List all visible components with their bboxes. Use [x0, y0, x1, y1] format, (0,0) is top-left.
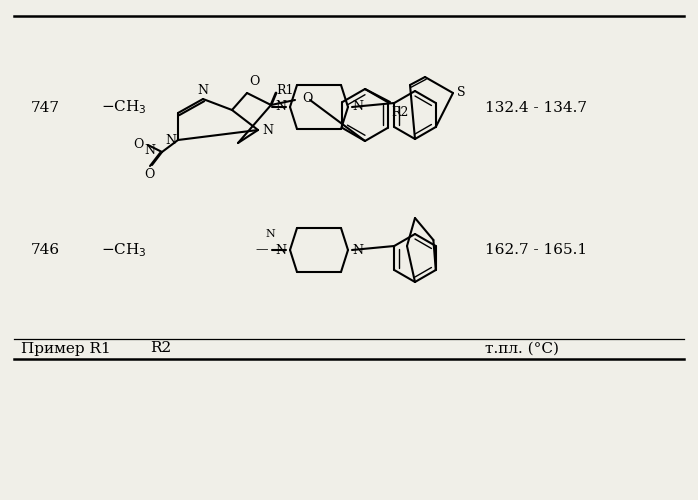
Text: N: N [352, 244, 363, 256]
Text: 747: 747 [31, 100, 60, 114]
Text: O: O [302, 92, 313, 104]
Text: —: — [255, 244, 268, 256]
Text: N: N [165, 134, 176, 146]
Text: O: O [144, 168, 154, 181]
Text: O: O [249, 75, 260, 88]
Text: $-$CH$_3$: $-$CH$_3$ [101, 98, 147, 116]
Text: N: N [144, 144, 156, 156]
Text: N: N [265, 229, 275, 239]
Text: N: N [352, 100, 363, 114]
Text: O: O [133, 138, 143, 151]
Text: т.пл. (°C): т.пл. (°C) [485, 342, 559, 355]
Text: 746: 746 [31, 243, 60, 257]
Text: N: N [198, 84, 209, 97]
Text: Пример R1: Пример R1 [21, 342, 111, 355]
Text: R1: R1 [276, 84, 293, 96]
Text: N: N [262, 124, 273, 136]
Text: R2: R2 [150, 342, 171, 355]
Text: N: N [275, 244, 286, 256]
Text: S: S [457, 86, 466, 100]
Text: R2: R2 [392, 106, 409, 118]
Text: 132.4 - 134.7: 132.4 - 134.7 [485, 100, 587, 114]
Text: N: N [275, 100, 286, 114]
Text: 162.7 - 165.1: 162.7 - 165.1 [485, 243, 587, 257]
Text: $-$CH$_3$: $-$CH$_3$ [101, 241, 147, 259]
